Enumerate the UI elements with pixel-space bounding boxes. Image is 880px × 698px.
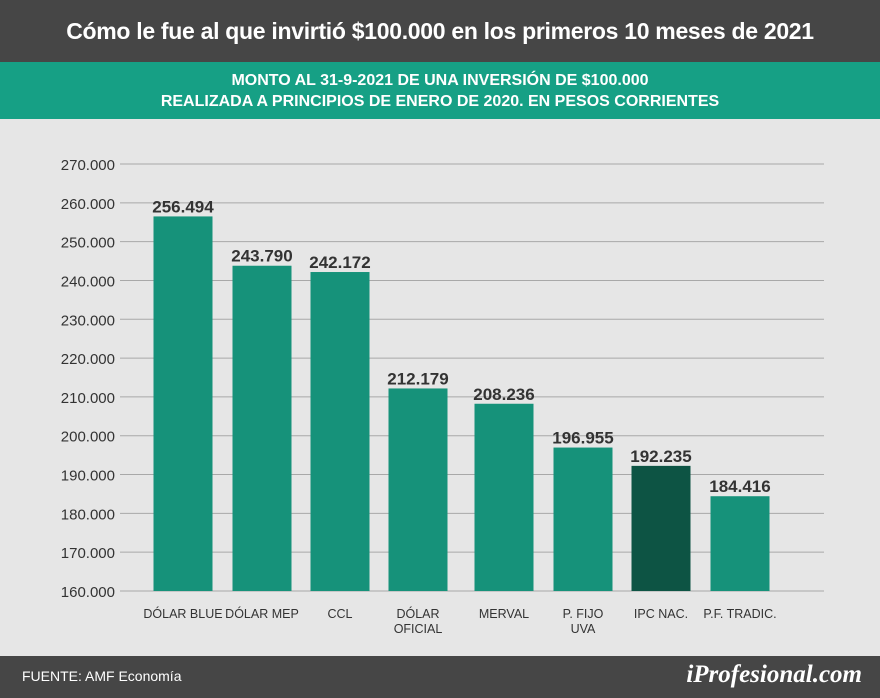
bar	[710, 496, 770, 591]
data-label: 256.494	[152, 197, 214, 216]
y-tick-label: 160.000	[61, 584, 115, 601]
bar	[310, 272, 370, 591]
subtitle-line-2: REALIZADA A PRINCIPIOS DE ENERO DE 2020.…	[160, 92, 720, 110]
bar-chart: 160.000 170.000 180.000 190.000 200.000 210.0…	[61, 157, 824, 636]
x-tick-label: DÓLAR MEP	[225, 606, 299, 621]
data-label: 208.236	[473, 385, 534, 404]
y-tick-label: 180.000	[61, 506, 115, 523]
brand-logo: iProfesional.com	[686, 661, 862, 688]
bar	[232, 265, 292, 591]
footer: FUENTE: AMF Economía iProfesional.com	[0, 656, 880, 698]
bar	[553, 447, 613, 591]
x-tick-label: DÓLAR BLUE	[143, 606, 222, 621]
x-tick-label: IPC NAC.	[634, 607, 688, 621]
data-label: 192.235	[630, 447, 691, 466]
y-tick-label: 170.000	[61, 545, 115, 562]
bar	[388, 388, 448, 591]
x-tick-label: UVA	[571, 622, 596, 636]
x-tick-label: MERVAL	[479, 607, 529, 621]
x-tick-label: P.F. TRADIC.	[703, 607, 776, 621]
y-tick-label: 260.000	[61, 196, 115, 213]
source-note: FUENTE: AMF Economía	[22, 668, 182, 684]
x-tick-label: P. FIJO	[563, 607, 604, 621]
y-tick-label: 230.000	[61, 312, 115, 329]
y-tick-label: 270.000	[61, 157, 115, 174]
data-label: 242.172	[309, 253, 370, 272]
data-label: 212.179	[387, 369, 448, 388]
y-tick-label: 240.000	[61, 273, 115, 290]
x-tick-label: CCL	[327, 607, 352, 621]
chart-title: Cómo le fue al que invirtió $100.000 en …	[0, 0, 880, 62]
bar	[474, 403, 534, 591]
subtitle-line-1: MONTO AL 31-9-2021 DE UNA INVERSIÓN DE $…	[231, 71, 649, 89]
bar	[153, 216, 213, 591]
y-tick-label: 200.000	[61, 429, 115, 446]
plot-area: 160.000 170.000 180.000 190.000 200.000 210.0…	[0, 119, 880, 656]
chart-subtitle: MONTO AL 31-9-2021 DE UNA INVERSIÓN DE $…	[0, 62, 880, 119]
y-tick-label: 250.000	[61, 235, 115, 252]
y-tick-label: 220.000	[61, 351, 115, 368]
data-label: 196.955	[552, 429, 613, 448]
y-tick-label: 210.000	[61, 390, 115, 407]
data-label: 184.416	[709, 477, 770, 496]
x-tick-label: OFICIAL	[394, 622, 443, 636]
bar	[631, 465, 691, 591]
y-tick-label: 190.000	[61, 468, 115, 485]
x-tick-label: DÓLAR	[396, 606, 439, 621]
data-label: 243.790	[231, 247, 292, 266]
